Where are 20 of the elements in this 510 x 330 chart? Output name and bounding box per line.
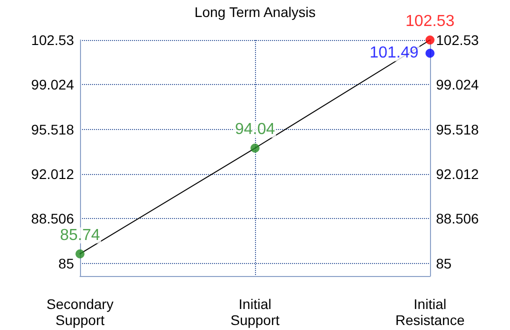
y-tick-label: 85: [58, 255, 74, 272]
y2-tick-label: 102.53: [436, 32, 480, 48]
y2-tick-label: 95.518: [436, 121, 480, 138]
y2-tick-label: 99.024: [436, 76, 480, 93]
y2-tick-label: 92.012: [436, 166, 480, 182]
y-tick-label: 92.012: [31, 166, 74, 182]
data-label: 85.74: [60, 226, 100, 244]
x-tick-label: Initial Resistance: [395, 296, 465, 328]
y2-tick-label: 88.506: [436, 210, 480, 227]
y-tick-label: 95.518: [31, 121, 74, 138]
chart-title: Long Term Analysis: [194, 4, 316, 20]
data-label: 94.04: [234, 121, 276, 138]
data-label: 102.53: [406, 13, 455, 30]
y2-tick-label: 85: [436, 255, 452, 272]
x-tick-label: Secondary Support: [46, 296, 114, 328]
y-tick-label: 88.506: [31, 210, 74, 227]
y-tick-label: 102.53: [31, 32, 74, 48]
x-tick-label: Initial Support: [230, 296, 280, 328]
data-label: 101.49: [370, 44, 419, 62]
y-tick-label: 99.024: [31, 76, 74, 93]
